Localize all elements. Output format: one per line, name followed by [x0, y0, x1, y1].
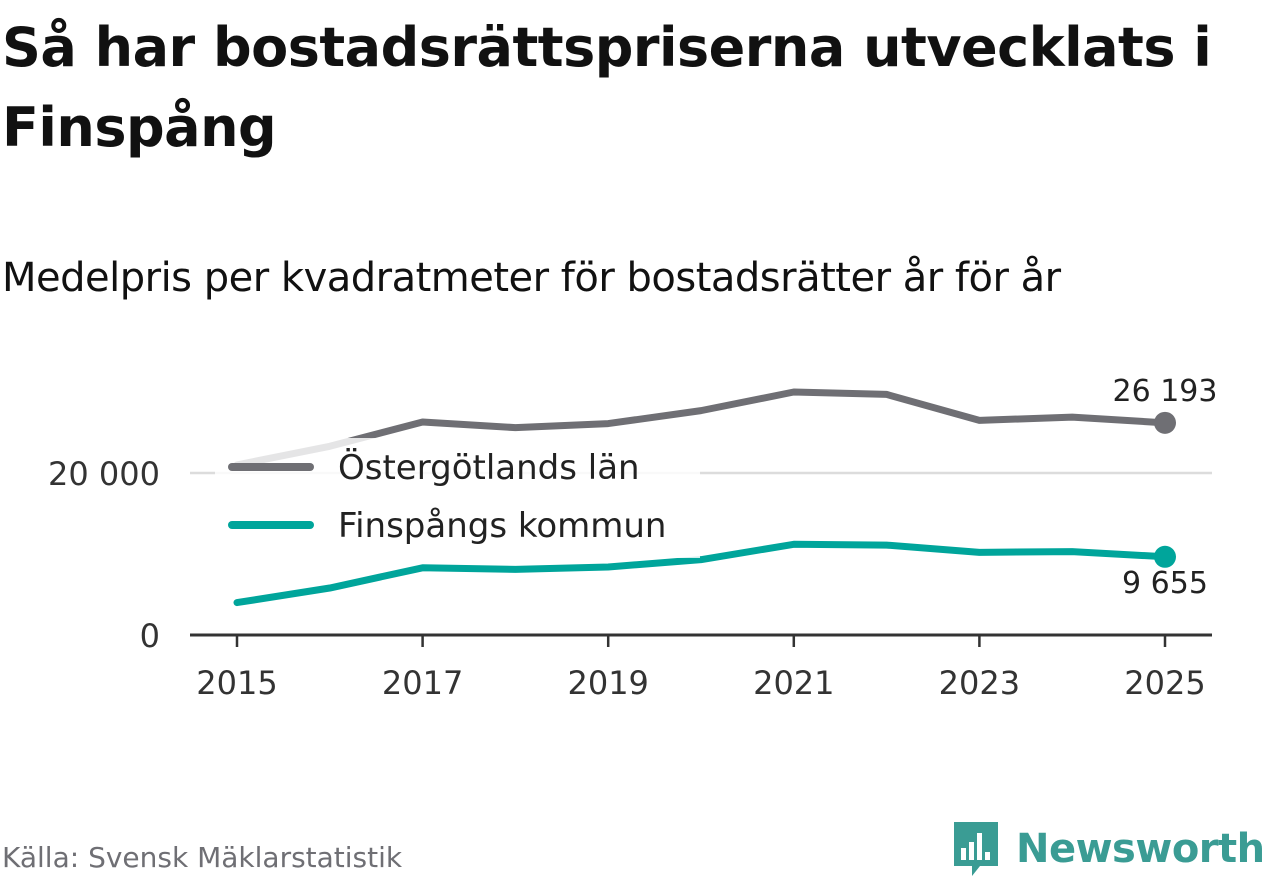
- series-end-point: [1154, 411, 1176, 434]
- series-lines: [233, 388, 1176, 607]
- x-tick-label: 2019: [567, 664, 648, 702]
- x-tick-label: 2017: [382, 664, 463, 702]
- series-end-label: 9 655: [1122, 566, 1208, 601]
- chart-title: Så har bostadsrättspriserna utvecklats i…: [2, 16, 1212, 159]
- legend-label: Östergötlands län: [338, 447, 640, 488]
- legend: Östergötlands län Finspångs kommun: [215, 438, 700, 558]
- brand-logo[interactable]: Newsworthy: [950, 818, 1262, 880]
- y-tick-label: 0: [140, 617, 160, 655]
- source-note: Källa: Svensk Mäklarstatistik: [2, 841, 403, 874]
- brand-name: Newsworthy: [1016, 826, 1262, 872]
- x-tick-label: 2015: [196, 664, 277, 702]
- series-end-label: 26 193: [1113, 374, 1218, 409]
- x-tick-label: 2025: [1124, 664, 1205, 702]
- bar-chart-speech-bubble-icon: [954, 822, 998, 876]
- legend-backdrop: [215, 438, 700, 558]
- legend-label: Finspångs kommun: [338, 506, 666, 546]
- x-tick-label: 2021: [753, 664, 834, 702]
- chart-subtitle: Medelpris per kvadratmeter för bostadsrä…: [2, 255, 1061, 301]
- axes: 0 20 000 2015 2017 2019 2021 2023 2025: [48, 455, 1212, 702]
- series-line-ostergotland: [233, 388, 1169, 469]
- end-labels: 26 193 9 655: [1113, 374, 1218, 601]
- series-line-finspang: [233, 540, 1169, 607]
- series-end-point: [1154, 545, 1176, 568]
- y-tick-label: 20 000: [48, 455, 160, 493]
- x-tick-label: 2023: [939, 664, 1020, 702]
